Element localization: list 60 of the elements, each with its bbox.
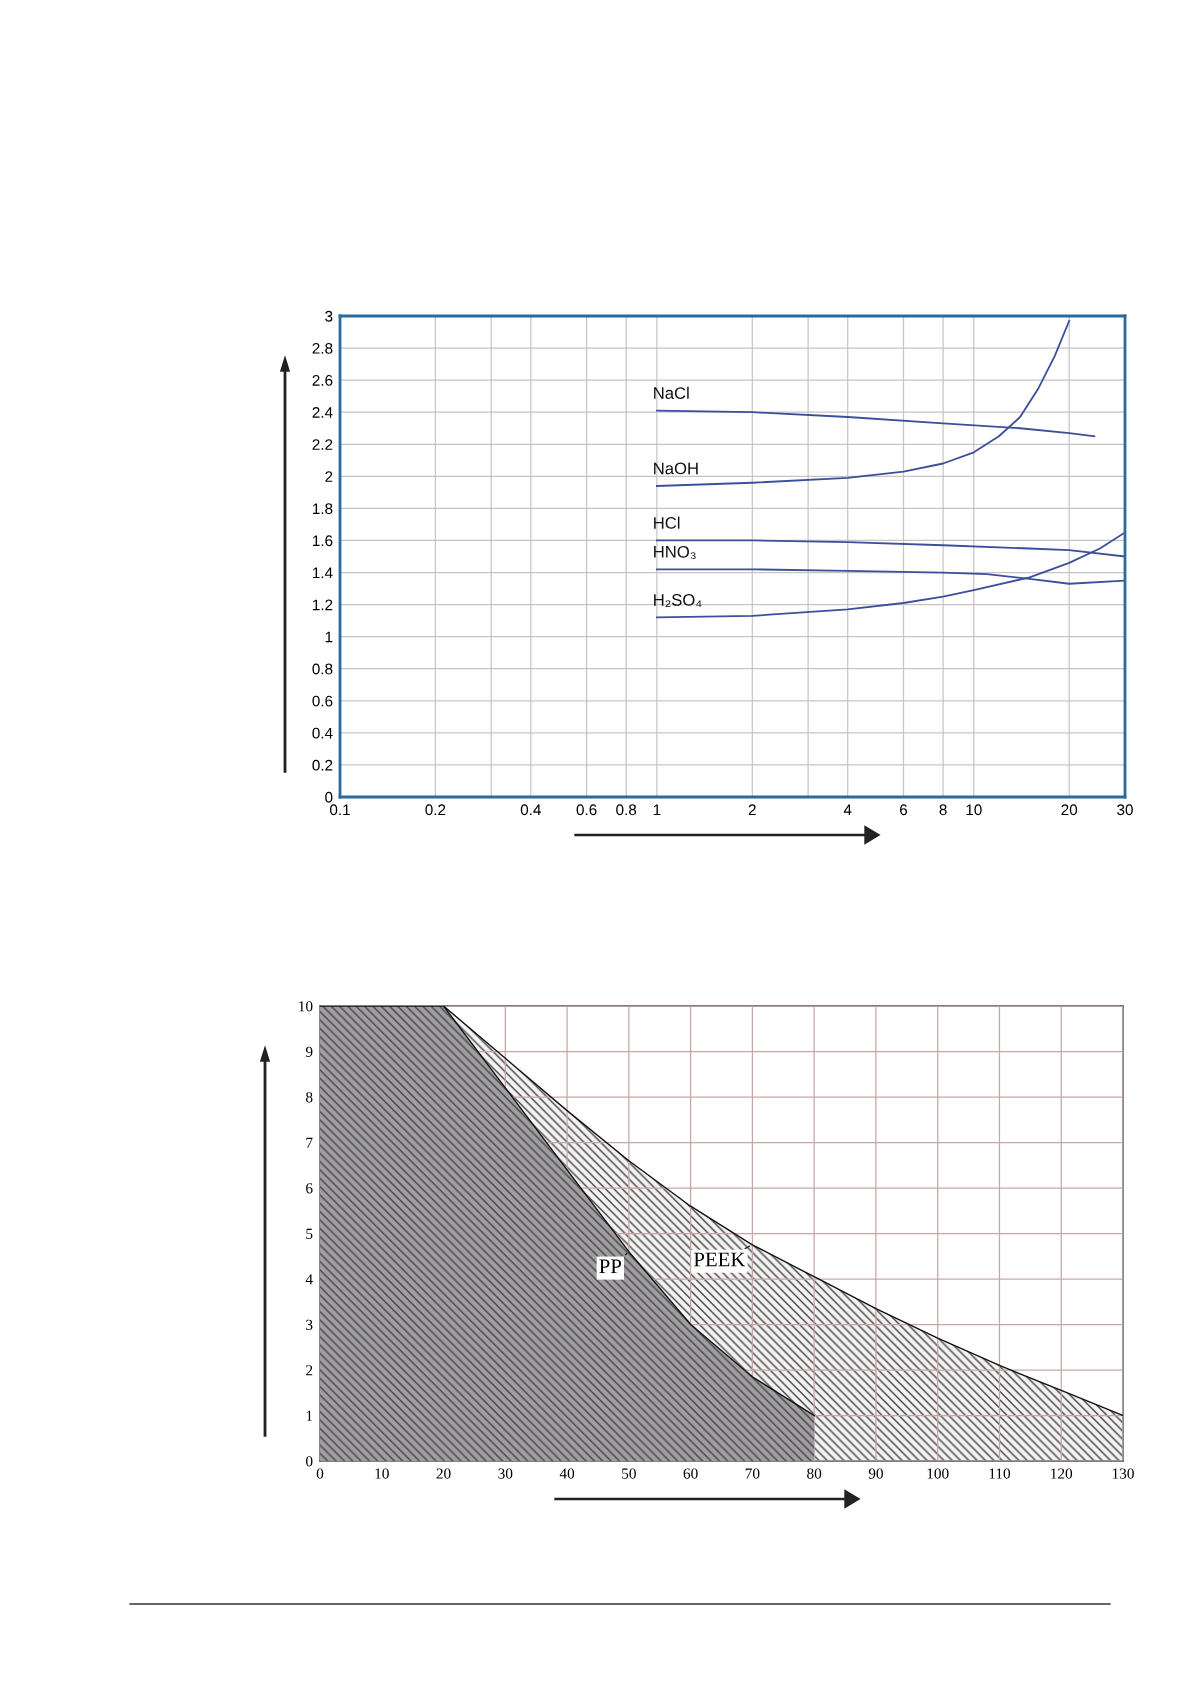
y-tick-label: 0.6 — [312, 695, 333, 707]
series-label: NaCl — [654, 386, 689, 399]
x-tick-label: 80 — [807, 1468, 822, 1479]
y-tick-label: 4 — [305, 1274, 313, 1285]
x-tick-label: 50 — [622, 1468, 636, 1479]
series-label: HNO₃ — [654, 545, 696, 560]
y-tick-label: 8 — [306, 1092, 313, 1103]
x-tick-label: 90 — [868, 1468, 883, 1479]
y-tick-label: 3 — [306, 1319, 313, 1330]
y-tick-label: 0 — [306, 1456, 313, 1467]
annotation: PP — [599, 1259, 622, 1274]
x-tick-label: 1 — [653, 804, 661, 816]
y-tick-label: 2.8 — [312, 342, 333, 354]
x-tick-label: 4 — [843, 804, 852, 816]
y-tick-label: 0.2 — [312, 759, 333, 771]
x-tick-label: 100 — [927, 1468, 949, 1479]
x-tick-label: 30 — [498, 1468, 513, 1479]
x-tick-label: 130 — [1112, 1468, 1134, 1479]
y-tick-label: 1.2 — [312, 599, 333, 611]
y-tick-label: 1.4 — [312, 567, 333, 579]
y-tick-label: 2.6 — [312, 375, 333, 386]
x-tick-label: 8 — [939, 804, 947, 816]
x-tick-label: 70 — [745, 1468, 760, 1479]
x-tick-label: 10 — [375, 1468, 389, 1479]
y-tick-label: 1.6 — [312, 535, 333, 547]
y-tick-label: 0.4 — [312, 727, 333, 739]
series-label: H₂SO₄ — [654, 594, 702, 608]
x-tick-label: 110 — [989, 1468, 1011, 1479]
x-tick-label: 2 — [748, 804, 756, 816]
x-tick-label: 10 — [966, 804, 982, 816]
x-tick-label: 40 — [559, 1468, 575, 1479]
x-tick-label: 20 — [1061, 804, 1078, 816]
y-tick-label: 6 — [306, 1183, 313, 1194]
y-tick-label: 2.4 — [312, 407, 333, 418]
y-tick-label: 0.8 — [312, 663, 333, 675]
y-tick-label: 2.2 — [312, 439, 333, 450]
x-tick-label: 0.8 — [616, 804, 637, 816]
x-tick-label: 6 — [900, 804, 908, 816]
y-tick-label: 2 — [306, 1365, 313, 1376]
x-tick-label: 60 — [683, 1468, 698, 1479]
y-tick-label: 7 — [306, 1137, 313, 1148]
y-tick-label: 1 — [306, 1410, 313, 1421]
y-tick-label: 0 — [325, 791, 333, 803]
x-tick-label: 20 — [436, 1468, 451, 1479]
x-tick-label: 30 — [1117, 804, 1133, 816]
y-tick-label: 3 — [325, 310, 333, 322]
y-tick-label: 1.8 — [312, 503, 333, 515]
x-tick-label: 0.4 — [520, 804, 541, 816]
y-tick-label: 1 — [325, 631, 333, 643]
x-tick-label: 0.1 — [329, 804, 350, 816]
y-tick-label: 9 — [305, 1046, 313, 1057]
y-tick-label: 5 — [306, 1228, 313, 1239]
series-label: HCl — [654, 516, 680, 529]
y-tick-label: 10 — [299, 1001, 313, 1012]
y-tick-label: 2 — [325, 471, 333, 482]
x-tick-label: 0.6 — [576, 804, 597, 816]
annotation: PEEK — [693, 1252, 746, 1267]
series-label: NaOH — [654, 462, 698, 475]
x-tick-label: 0.2 — [425, 804, 446, 816]
x-tick-label: 120 — [1051, 1468, 1073, 1479]
